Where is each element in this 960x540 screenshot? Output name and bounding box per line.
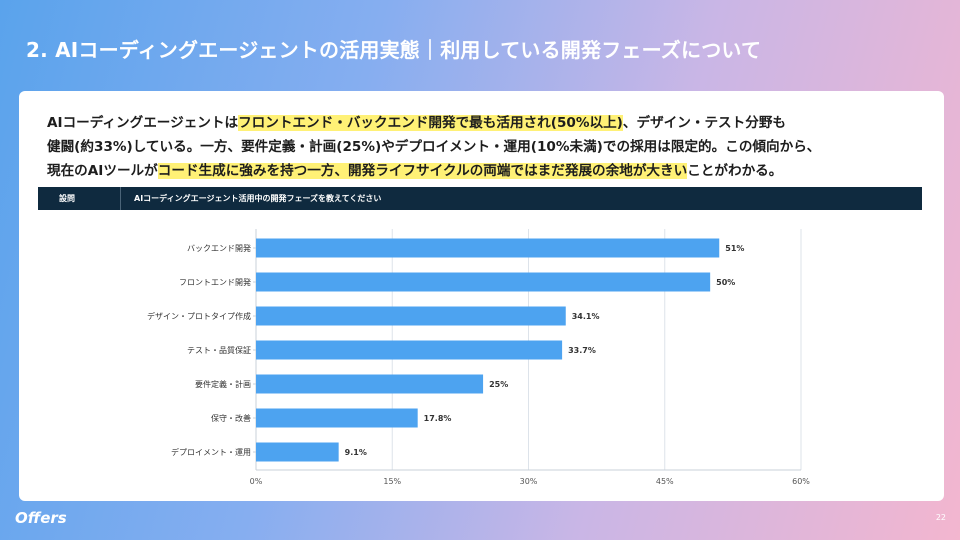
offers-logo: Offers	[15, 509, 67, 527]
x-tick-label: 60%	[792, 477, 810, 486]
category-label: バックエンド開発	[187, 244, 251, 253]
summary-line-1: AIコーディングエージェントはフロントエンド・バックエンド開発で最も活用され(5…	[47, 111, 927, 135]
bar-chart: 0% 15% 30% 45% 60% バックエンド開発 51% フロントエンド開発 50% デザイ…	[147, 229, 810, 486]
summary-segment: 健闘(約33%)している。一方、要件定義・計画(25%)やデプロイメント・運用(…	[47, 139, 821, 155]
bar	[256, 238, 720, 258]
bar	[256, 340, 563, 360]
x-tick-label: 30%	[520, 477, 538, 486]
category-label: テスト・品質保証	[187, 345, 251, 355]
category-label: フロントエンド開発	[179, 278, 251, 287]
category-label: デプロイメント・運用	[171, 447, 251, 457]
summary-segment: AIコーディングエージェントは	[47, 115, 239, 131]
bar	[256, 408, 418, 428]
bar	[256, 374, 484, 394]
category-label: 保守・改善	[211, 413, 251, 423]
question-text: AIコーディングエージェント活用中の開発フェーズを教えてください	[134, 194, 382, 203]
category-label: デザイン・プロトタイプ作成	[147, 311, 251, 321]
question-label: 設問	[38, 187, 121, 210]
data-label: 51%	[725, 244, 744, 253]
slide-title: 2. AIコーディングエージェントの活用実態｜利用している開発フェーズについて	[26, 38, 762, 62]
summary-text: AIコーディングエージェントはフロントエンド・バックエンド開発で最も活用され(5…	[47, 111, 927, 183]
x-tick-label: 15%	[383, 477, 401, 486]
question-header: 設問 AIコーディングエージェント活用中の開発フェーズを教えてください	[38, 187, 922, 210]
x-tick-label: 45%	[656, 477, 674, 486]
summary-line-3: 現在のAIツールがコード生成に強みを持つ一方、開発ライフサイクルの両端ではまだ発…	[47, 159, 927, 183]
bar	[256, 442, 339, 462]
highlighted-text: フロントエンド・バックエンド開発で最も活用され(50%以上)	[238, 115, 623, 131]
summary-line-2: 健闘(約33%)している。一方、要件定義・計画(25%)やデプロイメント・運用(…	[47, 135, 927, 159]
highlighted-text: コード生成に強みを持つ一方、開発ライフサイクルの両端ではまだ発展の余地が大きい	[157, 163, 688, 179]
summary-segment: 現在のAIツールが	[47, 163, 158, 179]
content-card: AIコーディングエージェントはフロントエンド・バックエンド開発で最も活用され(5…	[19, 91, 944, 501]
x-tick-label: 0%	[250, 477, 263, 486]
page-number: 22	[935, 513, 946, 522]
data-label: 50%	[716, 278, 735, 287]
data-label: 9.1%	[345, 448, 367, 457]
data-label: 17.8%	[424, 414, 452, 423]
summary-segment: ことがわかる。	[687, 163, 783, 179]
summary-segment: 、デザイン・テスト分野も	[622, 115, 787, 131]
bar	[256, 272, 711, 292]
data-label: 34.1%	[572, 312, 600, 321]
data-label: 33.7%	[568, 346, 596, 355]
category-label: 要件定義・計画	[195, 379, 251, 389]
bar	[256, 306, 566, 326]
data-label: 25%	[489, 380, 508, 389]
